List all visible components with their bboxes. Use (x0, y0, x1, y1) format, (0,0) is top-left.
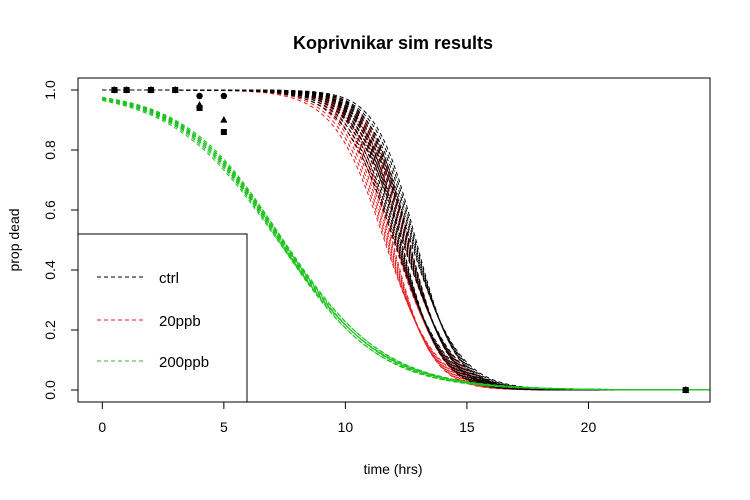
y-axis-label: prop dead (6, 208, 22, 271)
curve-200ppb (102, 97, 710, 391)
simulation-curves (102, 89, 711, 391)
x-axis-label: time (hrs) (363, 461, 422, 477)
legend-label: 200ppb (159, 354, 209, 371)
point-200ppb (220, 116, 228, 123)
curve-200ppb (102, 97, 710, 391)
y-tick-label: 0.8 (42, 140, 58, 160)
point-200ppb (196, 105, 203, 111)
legend: ctrl 20ppb 200ppb (77, 233, 248, 403)
point-200ppb (220, 129, 227, 135)
legend-label: ctrl (159, 270, 179, 287)
observed-points (110, 86, 690, 394)
point-200ppb (123, 86, 131, 93)
x-tick-label: 15 (459, 419, 475, 435)
x-tick-label: 5 (220, 419, 228, 435)
legend-label: 20ppb (159, 313, 201, 330)
y-tick-label: 1.0 (42, 80, 58, 100)
point-20ppb (220, 92, 228, 100)
y-tick-label: 0.0 (42, 380, 58, 400)
y-tick-label: 0.6 (42, 200, 58, 220)
x-tick-label: 10 (338, 419, 354, 435)
point-200ppb (110, 86, 119, 93)
point-200ppb (147, 86, 155, 93)
y-tick-label: 0.4 (42, 260, 58, 280)
y-tick-label: 0.2 (42, 320, 58, 340)
point-200ppb (682, 386, 690, 393)
y-axis: 0.0 0.2 0.4 0.6 0.8 1.0 (42, 80, 79, 400)
x-tick-label: 20 (581, 419, 597, 435)
x-tick-label: 0 (98, 419, 106, 435)
point-20ppb (196, 92, 203, 100)
point-200ppb (171, 86, 179, 93)
chart-title: Koprivnikar sim results (293, 33, 493, 53)
x-axis: 0 5 10 15 20 (98, 401, 597, 435)
legend-box (77, 233, 248, 403)
